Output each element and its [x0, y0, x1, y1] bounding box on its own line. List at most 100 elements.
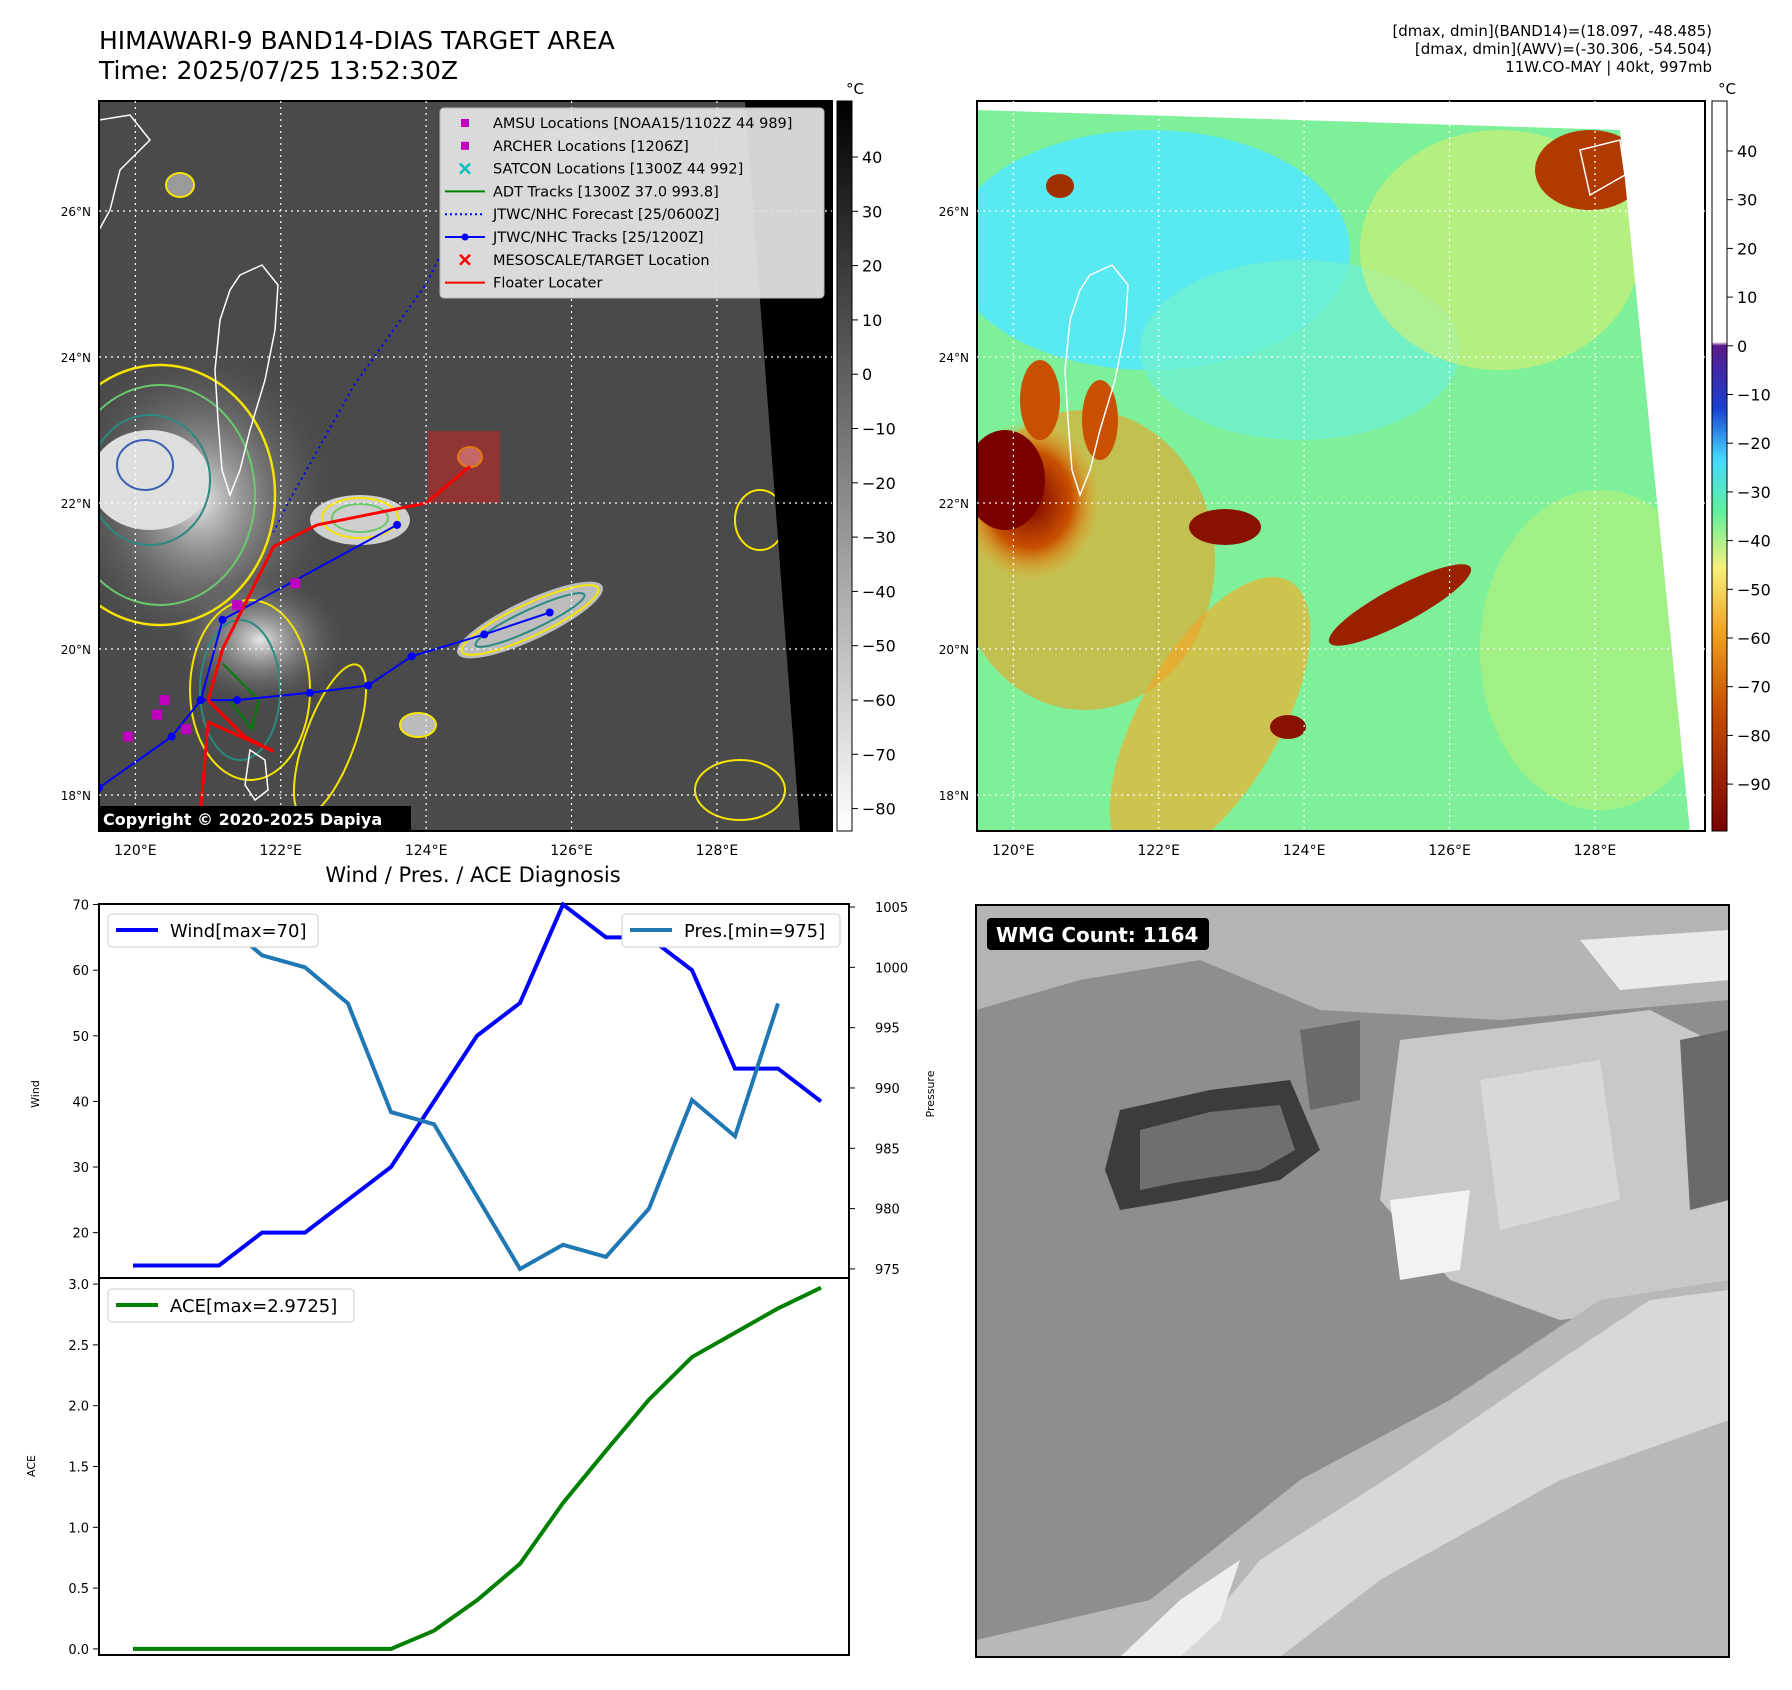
wv-lat-tick-label: 24°N: [939, 351, 969, 365]
wv-lat-tick-label: 18°N: [939, 789, 969, 803]
wind-axis-label: Wind: [29, 1080, 42, 1108]
ace-axis-tick-label: 3.0: [68, 1278, 89, 1293]
wv-lon-tick-label: 122°E: [1137, 843, 1180, 859]
legend-item-label: Floater Locater: [493, 276, 602, 292]
ace-axis-tick-label: 1.5: [68, 1461, 89, 1476]
legend-marker-x: [459, 253, 471, 266]
ir-lon-tick-label: 126°E: [550, 843, 593, 859]
adt-track: [221, 662, 261, 732]
wv-colorbar: °C 40 30 20 10 0 −10 −20 −30 −40 −50 −60 −70 −80 −90: [1711, 80, 1771, 832]
wv-colorbar-tick-label: −10: [1737, 386, 1771, 405]
forecast-track: [272, 210, 464, 533]
ir-colorbar-tick-label: 30: [862, 202, 882, 221]
wv-colorbar-tick-label: 30: [1737, 191, 1757, 210]
ir-colorbar-tick-label: −30: [862, 528, 896, 547]
ir-lat-tick-label: 20°N: [61, 643, 91, 657]
wind-series-line: [133, 901, 823, 1268]
wv-colorbar-tick-label: 20: [1737, 239, 1757, 258]
legend-item-label: ADT Tracks [1300Z 37.0 993.8]: [493, 184, 719, 200]
map-time: Time: 2025/07/25 13:52:30Z: [99, 56, 458, 85]
ir-colorbar-tick-label: 0: [862, 365, 872, 384]
pressure-axis-tick-label: 1000: [875, 961, 908, 976]
jtwc-track-point: [167, 732, 176, 741]
jtwc-track-point: [196, 696, 205, 705]
legend-item-label: JTWC/NHC Forecast [25/0600Z]: [492, 207, 719, 223]
wind-axis-tick-label: 60: [72, 964, 89, 979]
ir-colorbar-tick-label: 10: [862, 311, 882, 330]
jtwc-track-point: [305, 688, 314, 697]
ace-axis-tick-label: 2.5: [68, 1339, 89, 1354]
wv-colorbar-tick-label: −40: [1737, 532, 1771, 551]
pressure-axis-tick-label: 990: [875, 1082, 900, 1097]
copyright-label: Copyright © 2020-2025 Dapiya: [103, 810, 382, 829]
legend-item-label: ARCHER Locations [1206Z]: [493, 139, 689, 155]
jtwc-track-point: [407, 652, 416, 661]
wv-lon-tick-label: 120°E: [992, 843, 1035, 859]
wv-colorbar-tick-label: 0: [1737, 337, 1747, 356]
diagnosis-title: Wind / Pres. / ACE Diagnosis: [325, 863, 620, 887]
wv-colorbar-tick-label: 40: [1737, 142, 1757, 161]
wind-axis-tick-label: 70: [72, 899, 89, 914]
legend-marker-dot: [461, 233, 469, 241]
amsu-point: [290, 578, 301, 589]
ir-lon-tick-label: 128°E: [696, 843, 739, 859]
legend-item-label: MESOSCALE/TARGET Location: [493, 253, 710, 269]
ir-colorbar-tick-label: −70: [862, 745, 896, 764]
ir-lon-tick-label: 122°E: [259, 843, 302, 859]
ace-legend-label: ACE[max=2.9725]: [170, 1296, 337, 1317]
ir-colorbar-tick-label: −40: [862, 582, 896, 601]
ace-axis-tick-label: 0.0: [68, 1643, 89, 1658]
wv-map: 120°E 122°E 124°E 126°E 128°E 26°N 24°N 22°N 20°…: [939, 100, 1706, 859]
legend-marker-square: [461, 119, 469, 127]
jtwc-track-point: [545, 608, 554, 617]
ir-lat-tick-label: 22°N: [61, 497, 91, 511]
jtwc-track-point: [218, 615, 227, 624]
wv-colorbar-tick-label: −50: [1737, 580, 1771, 599]
wind-axis-tick-label: 20: [72, 1227, 89, 1242]
legend-item-label: JTWC/NHC Tracks [25/1200Z]: [492, 230, 704, 246]
stats-band14: [dmax, dmin](BAND14)=(18.097, -48.485): [1392, 22, 1712, 40]
wv-colorbar-tick-label: 10: [1737, 288, 1757, 307]
wv-colorbar-tick-label: −80: [1737, 726, 1771, 745]
wv-colorbar-tick-label: −70: [1737, 678, 1771, 697]
wv-lat-tick-label: 26°N: [939, 205, 969, 219]
ace-axis-tick-label: 2.0: [68, 1400, 89, 1415]
map-title: HIMAWARI-9 BAND14-DIAS TARGET AREA: [99, 26, 615, 55]
amsu-point: [123, 731, 134, 742]
pressure-axis-tick-label: 1005: [875, 901, 908, 916]
ir-colorbar-tick-label: −10: [862, 420, 896, 439]
wmg-count-label: WMG Count: 1164: [996, 923, 1198, 947]
ir-map: 120°E 122°E 124°E 126°E 128°E 26°N 24°N 22°N 20°…: [61, 100, 833, 859]
pressure-legend: Pres.[min=975]: [621, 913, 841, 948]
pressure-axis-tick-label: 975: [875, 1263, 900, 1278]
amsu-point: [232, 600, 243, 611]
wv-colorbar-tick-label: −90: [1737, 775, 1771, 794]
ir-colorbar-tick-label: −50: [862, 637, 896, 656]
ace-axis-tick-label: 0.5: [68, 1582, 89, 1597]
wv-colorbar-tick-label: −20: [1737, 434, 1771, 453]
wind-legend: Wind[max=70]: [107, 913, 319, 948]
stats-storm: 11W.CO-MAY | 40kt, 997mb: [1505, 58, 1712, 76]
map-legend: AMSU Locations [NOAA15/1102Z 44 989] ARCH…: [439, 107, 825, 299]
ace-legend: ACE[max=2.9725]: [107, 1288, 355, 1323]
ir-lon-tick-label: 124°E: [405, 843, 448, 859]
floater-track: [199, 465, 471, 810]
ace-axis-label: ACE: [25, 1455, 38, 1477]
ace-axis-tick-label: 1.0: [68, 1521, 89, 1536]
legend-item-label: SATCON Locations [1300Z 44 992]: [493, 162, 743, 178]
amsu-point: [159, 695, 170, 706]
wv-colorbar-tick-label: −30: [1737, 483, 1771, 502]
wv-lon-tick-label: 128°E: [1574, 843, 1617, 859]
wv-lon-tick-label: 124°E: [1283, 843, 1326, 859]
jtwc-track-point: [393, 520, 402, 529]
ir-colorbar-tick-label: 40: [862, 148, 882, 167]
jtwc-track-point: [233, 696, 242, 705]
pressure-axis-label: Pressure: [924, 1070, 937, 1117]
ace-panel: 0.0 0.5 1.0 1.5 2.0 2.5 3.0 ACE ACE[max=2.9725…: [25, 1277, 850, 1658]
stats-awv: [dmax, dmin](AWV)=(-30.306, -54.504): [1414, 40, 1712, 58]
wv-lon-tick-label: 126°E: [1428, 843, 1471, 859]
wind-legend-label: Wind[max=70]: [170, 921, 307, 942]
ir-lat-tick-label: 26°N: [61, 205, 91, 219]
legend-item-label: AMSU Locations [NOAA15/1102Z 44 989]: [493, 116, 792, 132]
